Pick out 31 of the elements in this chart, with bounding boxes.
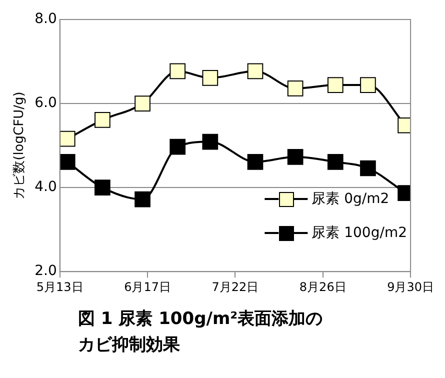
- point: [134, 96, 150, 112]
- point: [360, 77, 376, 93]
- y-tick-label: 8.0: [34, 11, 57, 28]
- point: [202, 70, 218, 86]
- point: [134, 191, 150, 208]
- x-tick-label: 6月17日: [124, 280, 171, 294]
- text: 図 1 尿素 100g/m²表面添加のカビ抑制効果: [78, 308, 324, 357]
- point: [170, 63, 186, 80]
- x-tick-label: 5月13日: [36, 280, 84, 294]
- point: [287, 80, 304, 96]
- y-axis-title: カビ数(logCFU/g): [12, 92, 28, 200]
- point: [60, 154, 76, 170]
- x-tick-label: 7月22日: [212, 280, 259, 294]
- legend-label: 尿素 0g/m2: [312, 190, 390, 209]
- point: [327, 154, 344, 170]
- x-tick-label: 9月30日: [387, 280, 434, 294]
- point: [94, 112, 110, 128]
- point: [247, 154, 264, 170]
- point: [327, 77, 344, 93]
- point: [202, 134, 218, 150]
- x-tick-label: 8月26日: [299, 280, 346, 294]
- point: [287, 148, 304, 165]
- point: [60, 130, 76, 147]
- y-tick-label: 2.0: [34, 263, 57, 280]
- point: [360, 160, 376, 176]
- legend-label: 尿素 100g/m2: [312, 224, 407, 243]
- y-tick-label: 4.0: [34, 179, 57, 196]
- y-tick-label: 6.0: [34, 95, 57, 112]
- point: [170, 138, 186, 155]
- point: [247, 63, 264, 80]
- point: [94, 180, 110, 196]
